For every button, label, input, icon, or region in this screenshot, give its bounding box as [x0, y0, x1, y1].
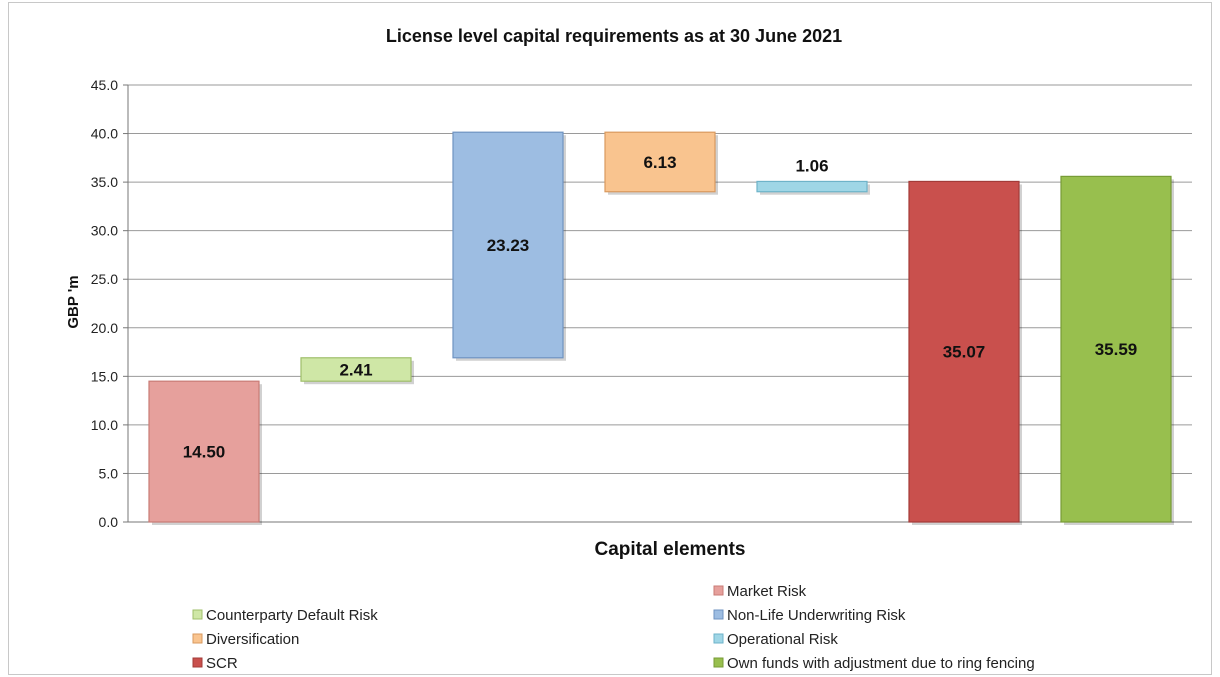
bars	[148, 131, 1174, 525]
data-label: 23.23	[487, 236, 530, 255]
legend-label: Non-Life Underwriting Risk	[727, 607, 906, 624]
bar	[452, 131, 564, 359]
bar	[300, 357, 412, 382]
y-tick-label: 25.0	[91, 271, 118, 287]
legend-swatch	[192, 657, 203, 668]
y-tick-label: 15.0	[91, 368, 118, 384]
data-labels: 14.50 2.41 23.23 6.13 1.06 35.07 35.59	[183, 153, 1138, 462]
y-tick-label: 30.0	[91, 223, 118, 239]
y-tick-label: 35.0	[91, 174, 118, 190]
y-tick-label: 0.0	[99, 514, 119, 530]
y-tick-label: 40.0	[91, 126, 118, 142]
y-tick-label: 5.0	[99, 465, 119, 481]
data-label: 35.07	[943, 343, 986, 362]
legend-label: Market Risk	[727, 583, 807, 600]
y-tick-label: 20.0	[91, 320, 118, 336]
legend-label: SCR	[206, 655, 238, 672]
y-axis-title: GBP 'm	[65, 275, 82, 328]
y-tick-label: 10.0	[91, 417, 118, 433]
legend-swatch	[192, 609, 203, 620]
legend-swatch	[713, 585, 724, 596]
bar	[908, 180, 1020, 523]
legend: Market Risk Non-Life Underwriting Risk Ope…	[192, 583, 1035, 672]
data-label: 1.06	[795, 156, 828, 175]
bar	[1060, 175, 1172, 523]
legend-label: Operational Risk	[727, 631, 838, 648]
legend-swatch	[713, 657, 724, 668]
bar	[756, 180, 868, 193]
x-axis-title: Capital elements	[595, 539, 746, 560]
legend-swatch	[713, 609, 724, 620]
data-label: 6.13	[643, 153, 676, 172]
data-label: 2.41	[339, 360, 372, 379]
legend-swatch	[713, 633, 724, 644]
bar	[148, 380, 260, 523]
y-tick-label: 45.0	[91, 77, 118, 93]
legend-swatch	[192, 633, 203, 644]
legend-label: Own funds with adjustment due to ring fe…	[727, 655, 1035, 672]
legend-label: Counterparty Default Risk	[206, 607, 378, 624]
legend-label: Diversification	[206, 631, 299, 648]
bar	[604, 131, 716, 193]
data-label: 35.59	[1095, 340, 1138, 359]
chart-title: License level capital requirements as at…	[386, 26, 842, 46]
data-label: 14.50	[183, 443, 226, 462]
y-axis: 0.0 5.0 10.0 15.0 20.0 25.0 30.0 35.0 40.0 45.0	[91, 77, 1192, 530]
